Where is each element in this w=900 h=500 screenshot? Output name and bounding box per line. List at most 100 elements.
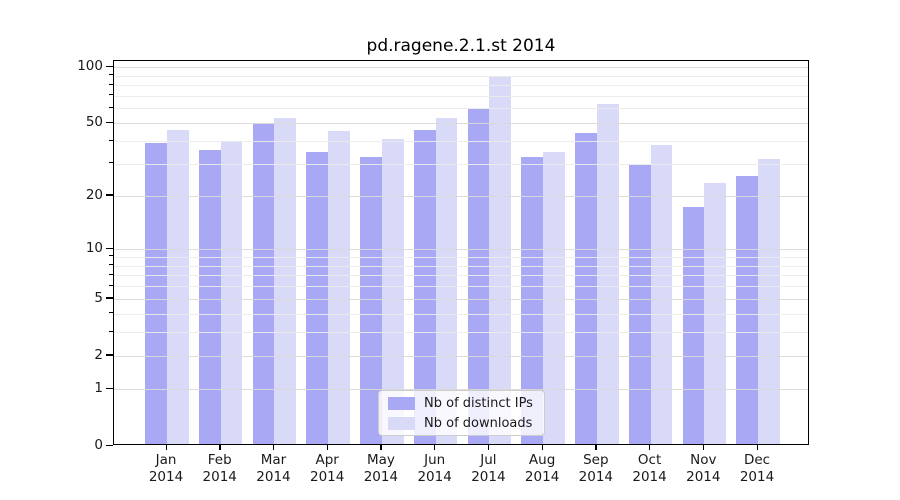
x-tick — [595, 445, 597, 450]
bar-downloads — [489, 76, 512, 444]
y-tick-minor — [109, 255, 113, 257]
gridline-major — [114, 389, 808, 391]
legend-swatch-distinct-ips — [388, 396, 415, 410]
legend: Nb of distinct IPs Nb of downloads — [378, 390, 545, 436]
y-tick-minor — [109, 74, 113, 76]
x-tick — [541, 445, 543, 450]
gridline-minor — [114, 108, 808, 110]
x-tick-label: Dec 2014 — [739, 452, 775, 485]
gridline-major — [114, 195, 808, 197]
gridline-minor — [114, 265, 808, 267]
gridline-minor — [114, 95, 808, 97]
y-tick — [106, 354, 113, 356]
bar-downloads — [435, 117, 458, 444]
x-tick-label: Jan 2014 — [148, 452, 184, 485]
x-tick-label: Aug 2014 — [524, 452, 560, 485]
legend-swatch-downloads — [388, 416, 415, 430]
bar-downloads — [381, 139, 404, 444]
bar-distinct-ips — [628, 164, 651, 444]
x-tick-label: Jul 2014 — [471, 452, 506, 485]
gridline-minor — [114, 75, 808, 77]
bar-distinct-ips — [145, 143, 167, 444]
x-tick-label: Feb 2014 — [202, 452, 237, 485]
y-tick-label: 10 — [85, 240, 103, 257]
y-tick-minor — [109, 94, 113, 96]
bar-distinct-ips — [736, 176, 759, 444]
legend-label-distinct-ips: Nb of distinct IPs — [424, 395, 533, 411]
bar-distinct-ips — [521, 156, 544, 444]
gridline-major — [114, 355, 808, 357]
y-tick-minor — [109, 273, 113, 275]
y-tick — [106, 121, 113, 123]
x-tick-label: Sep 2014 — [578, 452, 613, 485]
bar-distinct-ips — [199, 149, 221, 444]
gridline-minor — [114, 275, 808, 277]
gridline-minor — [114, 85, 808, 87]
legend-row-distinct-ips: Nb of distinct IPs — [388, 395, 535, 411]
y-tick-label: 5 — [94, 289, 103, 306]
bar-distinct-ips — [682, 206, 705, 444]
x-tick — [165, 445, 167, 450]
gridline-minor — [114, 163, 808, 165]
bar-distinct-ips — [467, 109, 490, 444]
y-tick-label: 100 — [77, 58, 103, 74]
bar-distinct-ips — [360, 156, 382, 444]
x-tick — [702, 445, 705, 450]
y-tick — [106, 444, 113, 446]
x-tick-label: Nov 2014 — [686, 452, 721, 485]
x-tick — [434, 445, 436, 450]
gridline-minor — [114, 332, 808, 334]
y-tick-label: 20 — [85, 186, 103, 203]
gridline-major — [114, 123, 808, 125]
bar-distinct-ips — [252, 124, 275, 444]
gridline-minor — [114, 286, 808, 288]
y-tick-minor — [109, 83, 113, 85]
y-tick-label: 0 — [94, 437, 103, 453]
gridline-major — [114, 67, 808, 68]
y-tick — [106, 247, 113, 249]
bar-distinct-ips — [306, 152, 329, 444]
bar-downloads — [704, 183, 726, 444]
y-tick — [106, 297, 113, 299]
x-tick-label: Oct 2014 — [632, 452, 667, 485]
gridline-major — [114, 249, 808, 251]
gridline-minor — [114, 141, 808, 143]
x-tick — [756, 445, 758, 450]
gridline-major — [114, 298, 808, 300]
bar-downloads — [596, 103, 619, 444]
y-tick-label: 2 — [94, 346, 103, 363]
plot-area — [113, 60, 809, 445]
gridline-minor — [114, 313, 808, 315]
gridline-minor — [114, 256, 808, 258]
x-tick — [380, 445, 382, 450]
legend-label-downloads: Nb of downloads — [424, 415, 533, 431]
y-tick — [106, 65, 113, 67]
x-tick — [487, 445, 490, 450]
x-tick-label: May 2014 — [363, 452, 399, 485]
y-tick — [106, 387, 113, 389]
legend-row-downloads: Nb of downloads — [388, 415, 535, 431]
y-tick-minor — [109, 139, 113, 141]
y-tick-minor — [109, 330, 113, 332]
bar-downloads — [543, 152, 565, 444]
y-tick-minor — [109, 162, 113, 164]
y-tick-label: 50 — [85, 114, 103, 131]
bar-downloads — [758, 159, 780, 444]
y-tick — [106, 194, 113, 196]
x-tick — [326, 445, 328, 450]
x-tick — [219, 445, 221, 450]
x-tick — [272, 445, 275, 450]
x-tick-label: Apr 2014 — [310, 452, 345, 485]
y-tick-minor — [109, 106, 113, 108]
y-tick-minor — [109, 284, 113, 286]
x-tick-label: Jun 2014 — [417, 452, 452, 485]
bar-downloads — [220, 141, 243, 444]
bar-downloads — [650, 145, 673, 444]
bar-distinct-ips — [575, 133, 597, 444]
chart-title: pd.ragene.2.1.st 2014 — [366, 36, 556, 56]
y-tick-minor — [109, 312, 113, 314]
bar-downloads — [328, 131, 350, 444]
bar-downloads — [274, 117, 297, 444]
y-tick-minor — [109, 264, 113, 266]
